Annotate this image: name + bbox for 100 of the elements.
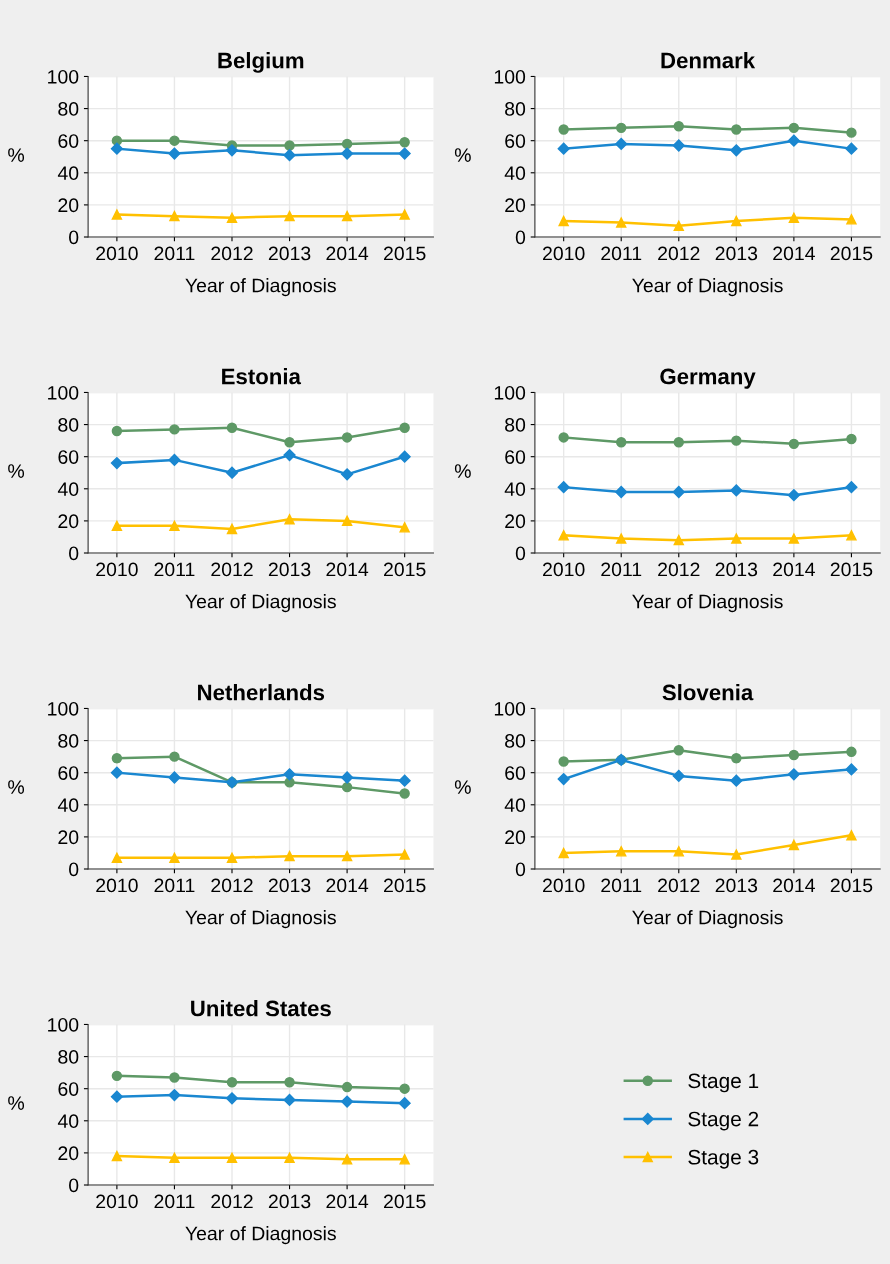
chart-title: Estonia xyxy=(222,368,302,385)
point xyxy=(169,1152,180,1163)
point xyxy=(341,210,353,222)
x-tick-label: 2010 xyxy=(96,246,138,261)
point xyxy=(558,530,569,541)
point xyxy=(111,753,123,764)
point xyxy=(399,209,410,220)
point xyxy=(341,1081,353,1093)
y-axis-title: % xyxy=(454,148,471,162)
y-tick-label: 80 xyxy=(58,418,79,432)
y-tick-label: 20 xyxy=(58,198,79,213)
point xyxy=(788,533,800,544)
point xyxy=(673,220,684,231)
point xyxy=(731,533,742,544)
x-tick-label: 2011 xyxy=(601,878,642,893)
point xyxy=(672,139,685,152)
point xyxy=(846,214,857,225)
y-tick-label: 80 xyxy=(505,102,526,116)
point xyxy=(111,520,123,531)
point xyxy=(226,852,238,863)
x-tick-label: 2010 xyxy=(96,1194,138,1209)
y-tick-label: 100 xyxy=(48,1017,79,1032)
point xyxy=(110,766,123,779)
chart-title: Slovenia xyxy=(662,684,754,701)
x-tick-label: 2012 xyxy=(658,878,700,893)
point xyxy=(730,484,743,497)
y-tick-label: 0 xyxy=(69,862,79,877)
point xyxy=(225,144,239,157)
y-tick-label: 80 xyxy=(505,418,526,432)
y-tick-label: 60 xyxy=(58,134,79,148)
point xyxy=(110,1090,123,1103)
point xyxy=(283,149,296,162)
point xyxy=(341,781,353,793)
x-tick-label: 2011 xyxy=(601,246,642,261)
point xyxy=(398,1097,411,1110)
point xyxy=(673,534,684,546)
point xyxy=(283,1093,296,1107)
point xyxy=(730,774,743,787)
point xyxy=(111,425,123,437)
point xyxy=(283,768,296,781)
point xyxy=(787,768,800,781)
point xyxy=(398,774,411,787)
chart-title: Denmark xyxy=(661,52,756,69)
point xyxy=(341,1154,353,1165)
point xyxy=(558,432,569,443)
x-axis-title: Year of Diagnosis xyxy=(632,910,783,929)
point xyxy=(731,435,742,446)
x-tick-label: 2014 xyxy=(326,878,369,893)
x-tick-label: 2012 xyxy=(211,878,253,893)
x-axis-title: Year of Diagnosis xyxy=(632,278,783,297)
point xyxy=(845,142,858,155)
x-tick-label: 2010 xyxy=(96,562,138,577)
point xyxy=(169,135,180,146)
chart-title: United States xyxy=(191,1000,331,1017)
x-tick-label: 2013 xyxy=(268,562,311,577)
y-tick-label: 100 xyxy=(48,385,79,400)
point xyxy=(341,515,353,527)
y-tick-label: 0 xyxy=(69,1178,79,1193)
point xyxy=(845,763,858,776)
point xyxy=(284,210,295,222)
x-axis-title: Year of Diagnosis xyxy=(632,594,783,613)
point xyxy=(399,522,410,533)
point xyxy=(845,481,858,494)
point xyxy=(398,450,411,463)
y-tick-label: 20 xyxy=(505,514,526,529)
point xyxy=(846,746,857,758)
y-tick-label: 20 xyxy=(58,1146,79,1161)
y-tick-label: 60 xyxy=(58,450,79,464)
point xyxy=(616,533,627,544)
point xyxy=(673,745,684,756)
point xyxy=(168,1089,181,1102)
point xyxy=(399,849,410,860)
point xyxy=(672,769,685,782)
point xyxy=(284,514,295,525)
y-tick-label: 40 xyxy=(57,1114,79,1129)
point xyxy=(398,147,411,160)
x-tick-label: 2013 xyxy=(268,1194,311,1209)
point xyxy=(284,1077,295,1088)
x-tick-label: 2014 xyxy=(326,1194,369,1209)
y-axis-title: % xyxy=(8,1096,25,1110)
y-tick-label: 20 xyxy=(58,514,79,529)
y-tick-label: 40 xyxy=(57,166,79,181)
point xyxy=(787,489,800,502)
y-tick-label: 80 xyxy=(58,102,79,116)
point xyxy=(846,530,857,541)
point xyxy=(226,523,238,535)
point xyxy=(846,830,857,841)
x-axis-title: Year of Diagnosis xyxy=(185,910,336,929)
point xyxy=(225,466,239,479)
y-tick-label: 80 xyxy=(58,1050,79,1064)
x-tick-label: 2013 xyxy=(268,878,311,893)
legend-label: Stage 2 xyxy=(688,1111,759,1131)
x-axis-title: Year of Diagnosis xyxy=(185,594,336,613)
x-tick-label: 2013 xyxy=(715,246,758,261)
point xyxy=(788,749,800,761)
y-tick-label: 40 xyxy=(504,166,526,181)
point xyxy=(673,121,684,132)
point xyxy=(673,437,684,448)
point xyxy=(111,1150,123,1162)
x-tick-label: 2012 xyxy=(658,246,700,261)
